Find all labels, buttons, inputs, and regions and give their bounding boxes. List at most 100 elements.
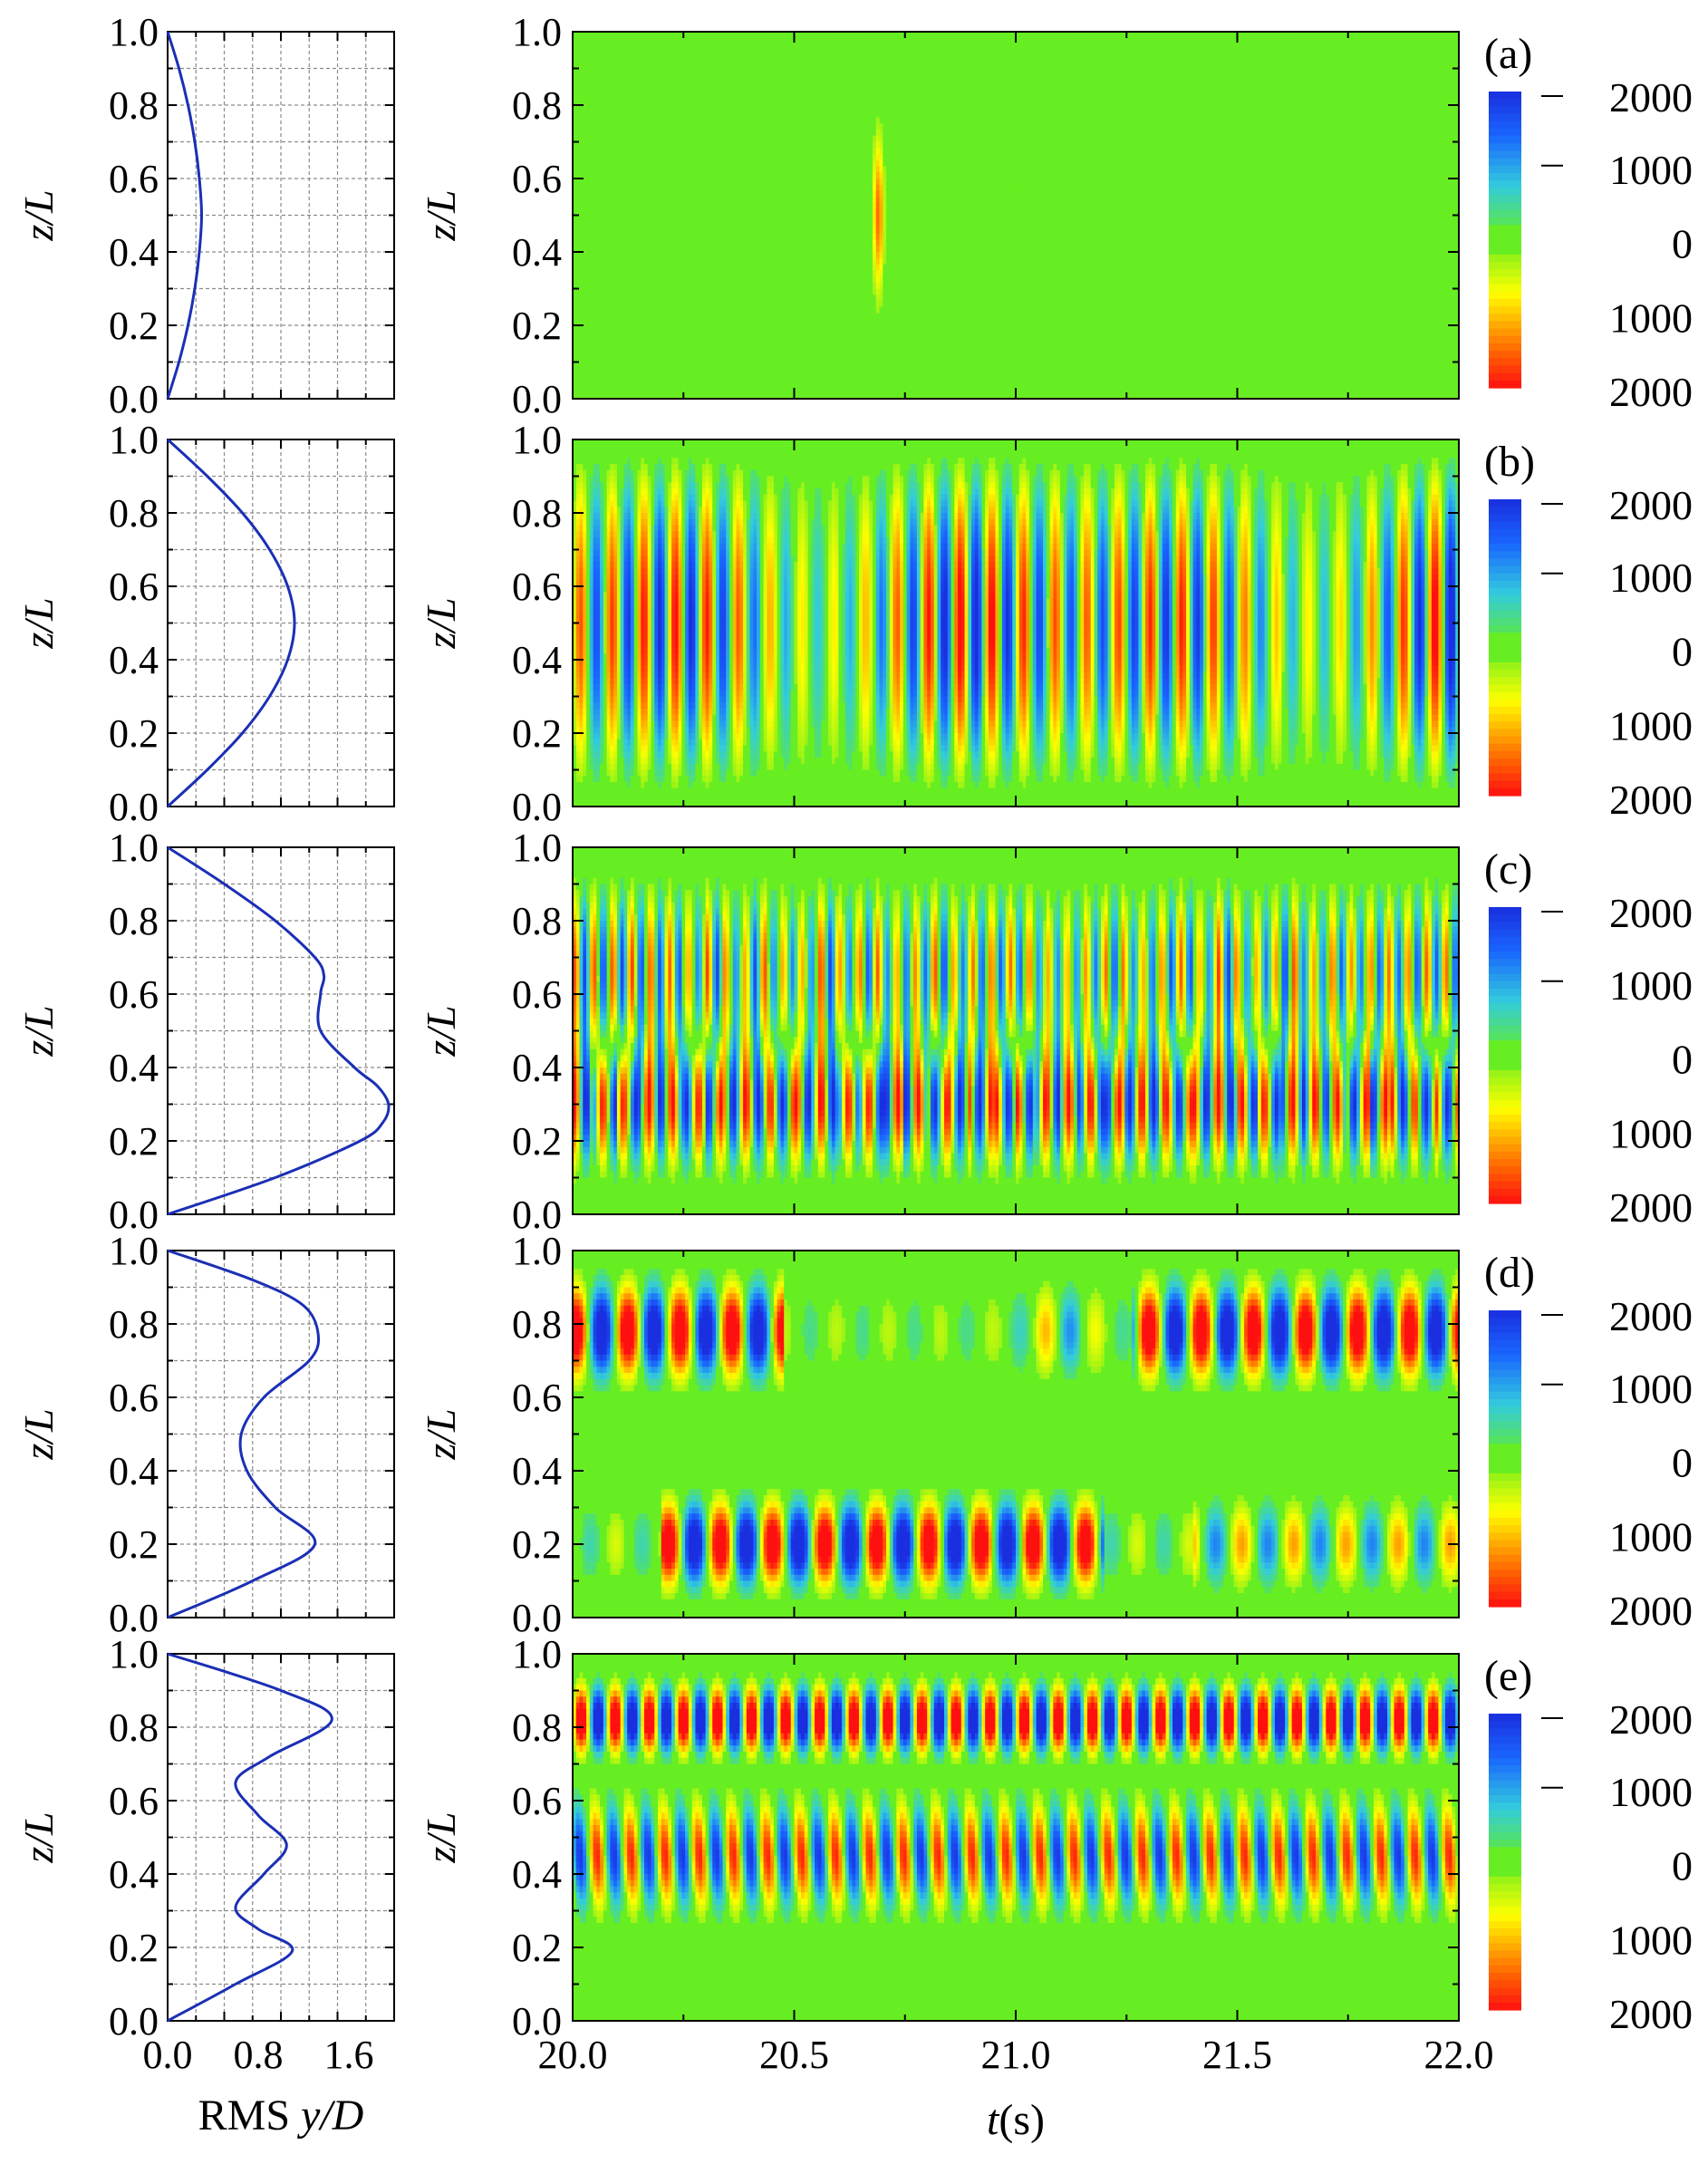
heatmap-cell — [623, 99, 627, 105]
rms-profile-plot: 0.00.20.40.60.81.0z/L — [15, 10, 394, 421]
heatmap-cell — [583, 179, 586, 185]
heatmap-cell — [593, 154, 597, 160]
heatmap-cell — [644, 265, 648, 271]
heatmap-cell — [623, 234, 627, 240]
heatmap-cell — [681, 387, 685, 393]
rms-y-tick-label: 0.2 — [109, 304, 159, 348]
heatmap-cell — [621, 343, 624, 350]
heatmap-cell — [634, 81, 638, 87]
heatmap-cell — [654, 63, 658, 69]
heatmap-cell — [631, 191, 634, 198]
heatmap-cell — [586, 191, 590, 198]
heatmap-cell — [689, 240, 692, 246]
heatmap-cell — [692, 172, 696, 179]
heatmap-cell — [641, 234, 644, 240]
heatmap-cell — [651, 343, 655, 350]
heatmap-cell — [603, 130, 607, 136]
heatmap-cell — [586, 50, 590, 56]
heatmap-cell — [692, 136, 696, 142]
heatmap-cell — [712, 338, 716, 344]
heatmap-cell — [706, 295, 709, 301]
heatmap-cell — [610, 240, 613, 246]
heatmap-cell — [675, 362, 679, 369]
heatmap-cell — [671, 185, 675, 191]
heatmap-cell — [651, 136, 655, 142]
heatmap-cell — [702, 258, 706, 265]
heatmap-cell — [634, 319, 638, 325]
heatmap-cell — [681, 362, 685, 369]
heatmap-cell — [716, 38, 719, 44]
heatmap-cell — [627, 56, 631, 63]
heatmap-cell — [668, 301, 671, 307]
heatmap-cell — [610, 216, 613, 222]
heatmap-cell — [596, 258, 600, 265]
heatmap-cell — [648, 374, 651, 381]
heatmap-cell — [641, 350, 644, 356]
heatmap-cell — [671, 227, 675, 234]
heatmap-cell — [675, 111, 679, 118]
heatmap-cell — [627, 123, 631, 130]
heatmap-cell — [631, 325, 634, 332]
heatmap-cell — [671, 179, 675, 185]
heatmap-cell — [637, 99, 641, 105]
heatmap-cell — [665, 362, 669, 369]
heatmap-cell — [648, 295, 651, 301]
heatmap-cell — [644, 374, 648, 381]
heatmap-cell — [709, 81, 712, 87]
heatmap-cell — [665, 258, 669, 265]
heatmap-cell — [668, 74, 671, 81]
heatmap-cell — [709, 185, 712, 191]
heatmap-cell — [590, 374, 593, 381]
heatmap-cell — [644, 319, 648, 325]
heatmap-cell — [692, 343, 696, 350]
heatmap-cell — [596, 325, 600, 332]
heatmap-cell — [621, 56, 624, 63]
heatmap-cell — [596, 148, 600, 154]
heatmap-cell — [593, 338, 597, 344]
heatmap-cell — [709, 234, 712, 240]
heatmap-cell — [637, 221, 641, 227]
heatmap-cell — [681, 283, 685, 289]
heatmap-cell — [644, 338, 648, 344]
heatmap-cell — [610, 332, 613, 338]
heatmap-cell — [689, 270, 692, 276]
heatmap-cell — [627, 154, 631, 160]
heatmap-cell — [634, 234, 638, 240]
heatmap-cell — [621, 172, 624, 179]
heatmap-cell — [596, 289, 600, 295]
heatmap-cell — [689, 105, 692, 111]
heatmap-cell — [665, 234, 669, 240]
heatmap-cell — [603, 111, 607, 118]
heatmap-cell — [634, 167, 638, 173]
heatmap-cell — [623, 374, 627, 381]
heatmap-cell — [613, 148, 617, 154]
heatmap-cell — [607, 172, 611, 179]
heatmap-cell — [637, 362, 641, 369]
heatmap-cell — [699, 252, 702, 258]
heatmap-cell — [613, 258, 617, 265]
heatmap-cell — [627, 283, 631, 289]
heatmap-cell — [689, 32, 692, 38]
heatmap-cell — [658, 130, 661, 136]
heatmap-cell — [590, 154, 593, 160]
heatmap-cell — [644, 343, 648, 350]
heatmap-cell — [709, 38, 712, 44]
heatmap-cell — [658, 265, 661, 271]
heatmap-cell — [692, 197, 696, 203]
heatmap-cell — [668, 283, 671, 289]
heatmap-cell — [631, 252, 634, 258]
heatmap-cell — [586, 270, 590, 276]
heatmap-cell — [685, 142, 689, 149]
heatmap-cell — [699, 295, 702, 301]
heatmap-cell — [600, 105, 603, 111]
heatmap-cell — [600, 93, 603, 100]
heatmap-cell — [583, 105, 586, 111]
heatmap-cell — [627, 167, 631, 173]
heatmap-cell — [671, 307, 675, 314]
heatmap-cell — [692, 258, 696, 265]
heatmap-cell — [665, 246, 669, 252]
heatmap-cell — [593, 191, 597, 198]
heatmap-cell — [695, 209, 699, 216]
heatmap-cell — [580, 105, 584, 111]
heatmap-cell — [644, 227, 648, 234]
